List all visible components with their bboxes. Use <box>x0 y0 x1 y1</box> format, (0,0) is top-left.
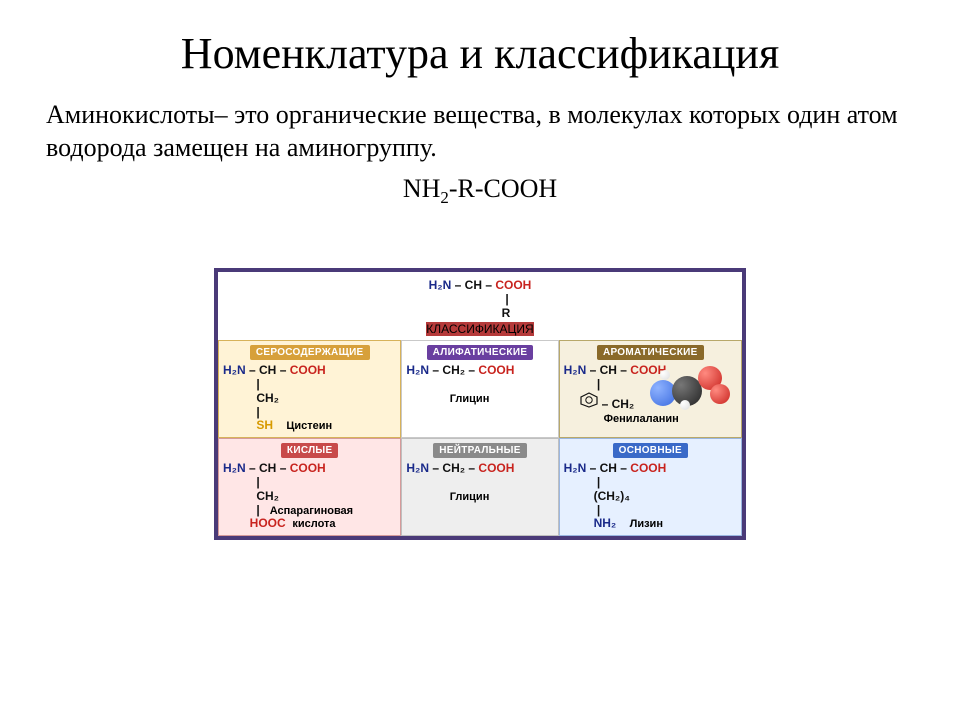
chart-row-2: КИСЛЫЕ H₂N – CH – COOH | CH₂ | Аспарагино… <box>218 438 742 536</box>
chart-cell: ОСНОВНЫЕ H₂N – CH – COOH | (CH₂)₄ | NH₂ Л… <box>559 438 742 536</box>
chart-cell: НЕЙТРАЛЬНЫЕ H₂N – CH₂ – COOH Глицин <box>401 438 558 536</box>
amino-acid-formula: H₂N – CH – COOH | CH₂ | Аспарагиновая HO… <box>223 462 396 531</box>
molecule-3d-model <box>650 360 740 416</box>
classification-label: КЛАССИФИКАЦИЯ <box>426 322 533 336</box>
atom-sphere <box>680 400 690 410</box>
atom-sphere <box>660 370 670 380</box>
slide-title: Номенклатура и классификация <box>0 0 960 79</box>
chart-cell: КИСЛЫЕ H₂N – CH – COOH | CH₂ | Аспарагино… <box>218 438 401 536</box>
slide: Номенклатура и классификация Аминокислот… <box>0 0 960 720</box>
classification-label-row: КЛАССИФИКАЦИЯ <box>218 322 742 336</box>
amino-acid-formula: H₂N – CH – COOH | CH₂ | SH Цистеин <box>223 364 396 433</box>
definition-text: Аминокислоты– это органические вещества,… <box>0 79 960 164</box>
category-label: АЛИФАТИЧЕСКИЕ <box>427 345 534 360</box>
category-label: ОСНОВНЫЕ <box>613 443 688 458</box>
category-label: АРОМАТИЧЕСКИЕ <box>597 345 704 360</box>
category-label: КИСЛЫЕ <box>281 443 339 458</box>
amino-acid-formula: H₂N – CH₂ – COOH Глицин <box>406 364 553 405</box>
amino-acid-formula: H₂N – CH – COOH | (CH₂)₄ | NH₂ Лизин <box>564 462 737 531</box>
atom-sphere <box>710 384 730 404</box>
classification-chart-wrap: H₂N – CH – COOH|R КЛАССИФИКАЦИЯ СЕРОСОДЕ… <box>0 268 960 540</box>
general-formula: NH2-R-COOH <box>0 164 960 208</box>
category-label: СЕРОСОДЕРЖАЩИЕ <box>250 345 370 360</box>
chart-cell: АЛИФАТИЧЕСКИЕ H₂N – CH₂ – COOH Глицин <box>401 340 558 438</box>
category-label: НЕЙТРАЛЬНЫЕ <box>433 443 527 458</box>
general-amino-formula: H₂N – CH – COOH|R <box>218 278 742 320</box>
chart-header: H₂N – CH – COOH|R КЛАССИФИКАЦИЯ <box>218 272 742 340</box>
amino-acid-formula: H₂N – CH₂ – COOH Глицин <box>406 462 553 503</box>
chart-cell: СЕРОСОДЕРЖАЩИЕ H₂N – CH – COOH | CH₂ | SH… <box>218 340 401 438</box>
